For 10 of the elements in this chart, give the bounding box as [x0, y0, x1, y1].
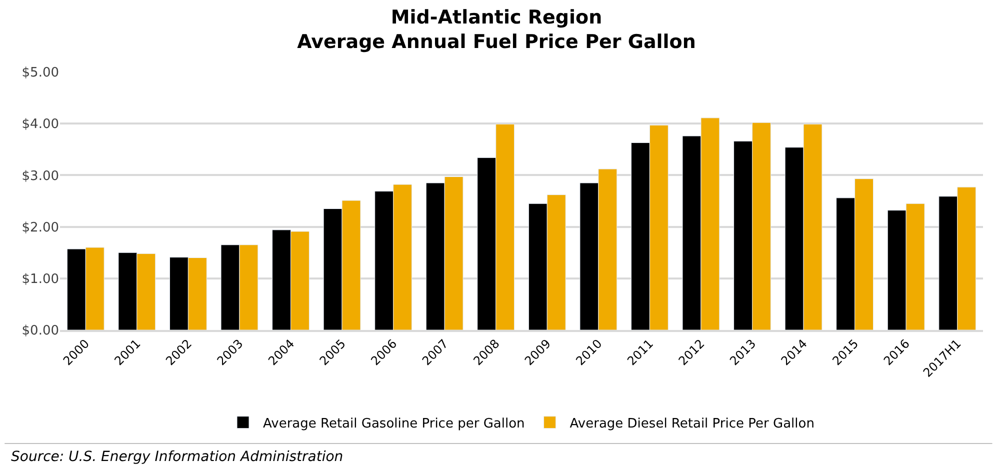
y-tick-label: $2.00 — [22, 220, 59, 236]
y-tick-label: $5.00 — [22, 66, 59, 81]
legend-label: Average Diesel Retail Price Per Gallon — [570, 416, 814, 432]
legend-label: Average Retail Gasoline Price per Gallon — [263, 416, 525, 432]
y-tick-label: $4.00 — [22, 117, 59, 132]
y-tick-label: $1.00 — [22, 272, 59, 287]
source-note: Source: U.S. Energy Information Administration — [11, 449, 344, 465]
chart-title: Mid-Atlantic Region Average Annual Fuel Price Per Gallon — [297, 6, 696, 54]
y-tick-label: $0.00 — [22, 324, 59, 339]
y-tick-label: $3.00 — [22, 168, 59, 184]
